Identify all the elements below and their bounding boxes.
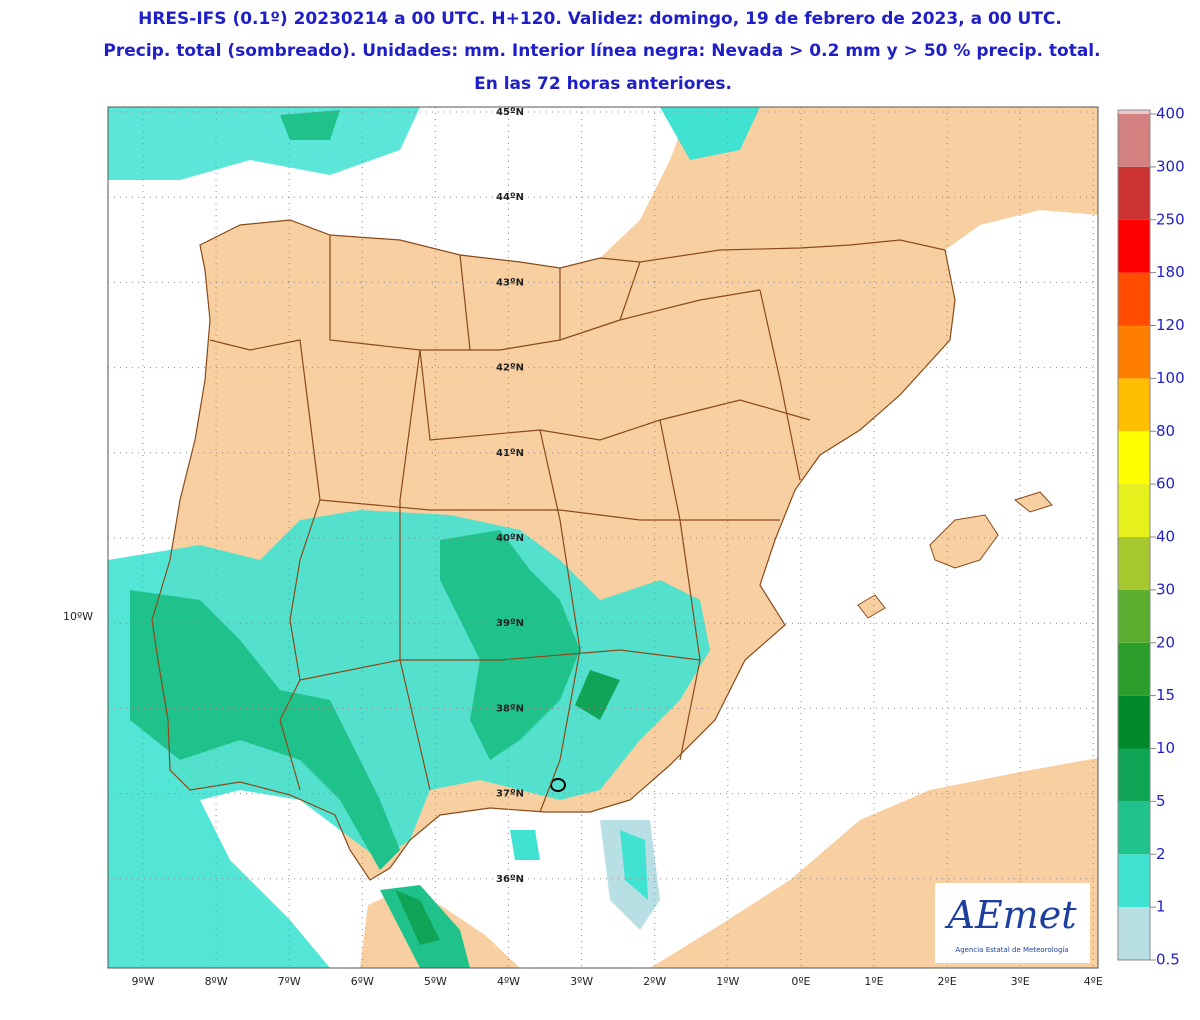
colorbar-label: 80 (1156, 422, 1175, 440)
colorbar-label: 60 (1156, 475, 1175, 493)
lat-label: 39ºN (496, 618, 524, 629)
colorbar-swatch (1118, 748, 1150, 802)
island (1013, 491, 1053, 513)
colorbar-swatch (1118, 272, 1150, 326)
lon-label: 7ºW (278, 975, 301, 988)
title-line: HRES-IFS (0.1º) 20230214 a 00 UTC. H+120… (138, 9, 1062, 29)
colorbar-label: 120 (1156, 316, 1185, 334)
title-block: HRES-IFS (0.1º) 20230214 a 00 UTC. H+120… (103, 9, 1100, 94)
borders (151, 219, 956, 881)
colorbar-cap (1118, 110, 1150, 114)
logo-name: AEmet (945, 893, 1078, 937)
lon-label: 3ºE (1011, 975, 1030, 988)
colorbar-swatch (1118, 325, 1150, 379)
logo-subtitle: Agencia Estatal de Meteorología (955, 946, 1068, 954)
lon-label: 5ºW (424, 975, 447, 988)
island (857, 594, 886, 619)
colorbar-label: 400 (1156, 105, 1185, 123)
lat-label: 43ºN (496, 277, 524, 288)
colorbar-swatch (1118, 484, 1150, 537)
colorbar-label: 2 (1156, 845, 1166, 863)
colorbar-frame (1117, 109, 1151, 961)
colorbar-swatch (1118, 589, 1150, 643)
lat-label: 40ºN (496, 533, 524, 544)
lon-label: 0ºE (791, 975, 810, 988)
lat-label: 44ºN (496, 192, 524, 203)
left-label: 10ºW (63, 610, 93, 623)
colorbar-swatch (1118, 695, 1150, 749)
island (929, 514, 999, 569)
colorbar-label: 180 (1156, 263, 1185, 281)
lon-label: 1ºW (716, 975, 739, 988)
latitude-labels: 45ºN 44ºN 43ºN 42ºN 41ºN 40ºN 39ºN 38ºN 37ºN 36ºN (496, 107, 524, 885)
colorbar-swatch (1118, 219, 1150, 273)
colorbar-label: 250 (1156, 210, 1185, 228)
colorbar-label: 10 (1156, 739, 1175, 757)
lon-label: 2ºE (938, 975, 957, 988)
lon-label: 8ºW (205, 975, 228, 988)
colorbar-label: 5 (1156, 792, 1166, 810)
map-frame (107, 106, 1099, 969)
logo-box (935, 883, 1090, 963)
lon-label: 2ºW (643, 975, 666, 988)
logo: AEmet Agencia Estatal de Meteorología (935, 883, 1090, 963)
colorbar-swatch (1118, 114, 1150, 167)
longitude-labels: 9ºW 8ºW 7ºW 6ºW 5ºW 4ºW 3ºW 2ºW 1ºW 0ºE 1ºE 2ºE 3ºE 4… (131, 975, 1102, 988)
title-line: Precip. total (sombreado). Unidades: mm.… (103, 41, 1100, 61)
lon-label: 6ºW (351, 975, 374, 988)
colorbar-label: 100 (1156, 369, 1185, 387)
colorbar-swatch (1118, 537, 1150, 590)
colorbar-swatch (1118, 166, 1150, 220)
colorbar-label: 0.5 (1156, 951, 1180, 969)
lat-label: 37ºN (496, 789, 524, 800)
colorbar-swatch (1118, 431, 1150, 485)
colorbar-label: 40 (1156, 528, 1175, 546)
colorbar-swatch (1118, 854, 1150, 908)
colorbar-label: 30 (1156, 580, 1175, 598)
lon-label: 1ºE (864, 975, 883, 988)
lat-label: 38ºN (496, 703, 524, 714)
colorbar-label: 1 (1156, 898, 1166, 916)
lat-label: 41ºN (496, 448, 524, 459)
map-area: 45ºN 44ºN 43ºN 42ºN 41ºN 40ºN 39ºN 38ºN 37ºN 36ºN (108, 107, 1098, 968)
colorbar-swatch (1118, 907, 1150, 960)
lat-label: 45ºN (496, 107, 524, 118)
colorbar: 0.5 1 2 5 10 15 20 30 40 60 80 100 120 180 250 300 400 (1117, 105, 1185, 969)
colorbar-swatch (1118, 801, 1150, 855)
colorbar-label: 300 (1156, 157, 1185, 175)
lon-label: 9ºW (131, 975, 154, 988)
colorbar-swatch (1118, 642, 1150, 696)
title-line: En las 72 horas anteriores. (474, 74, 732, 94)
lat-label: 42ºN (496, 363, 524, 374)
lon-label: 4ºE (1084, 975, 1103, 988)
lat-label: 36ºN (496, 874, 524, 885)
lon-label: 4ºW (497, 975, 520, 988)
precipitation (108, 107, 760, 968)
colorbar-label: 15 (1156, 686, 1175, 704)
lon-label: 3ºW (570, 975, 593, 988)
colorbar-swatch (1118, 378, 1150, 432)
colorbar-label: 20 (1156, 633, 1175, 651)
